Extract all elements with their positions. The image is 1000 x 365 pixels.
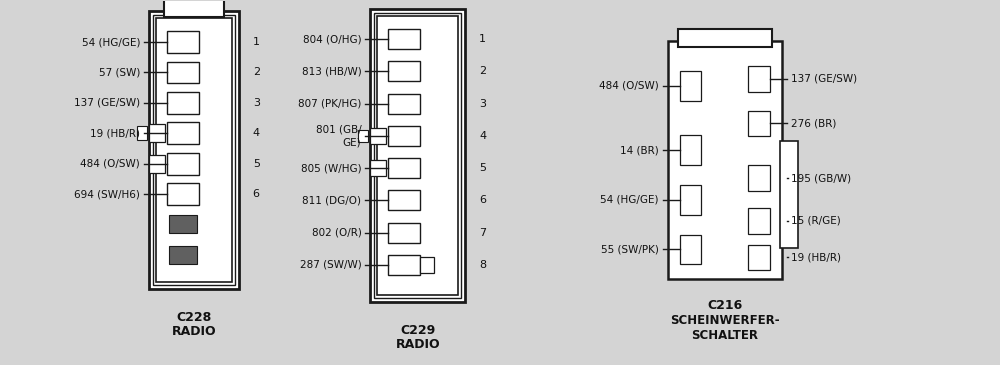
Bar — [370, 128, 386, 144]
Text: 4: 4 — [479, 131, 486, 141]
Text: C228: C228 — [176, 311, 211, 324]
Text: 4: 4 — [253, 128, 260, 138]
Bar — [748, 208, 770, 234]
Text: 802 (O/R): 802 (O/R) — [312, 228, 361, 238]
Bar — [374, 13, 461, 298]
Bar — [377, 16, 458, 295]
Bar — [388, 223, 420, 242]
Bar — [153, 15, 235, 285]
Text: 3: 3 — [253, 98, 260, 108]
Text: 54 (HG/GE): 54 (HG/GE) — [82, 37, 140, 47]
Text: 6: 6 — [253, 189, 260, 199]
Bar — [388, 255, 420, 275]
Text: 54 (HG/GE): 54 (HG/GE) — [600, 195, 659, 205]
Text: 8: 8 — [479, 260, 486, 270]
Text: 287 (SW/W): 287 (SW/W) — [300, 260, 361, 270]
Bar — [388, 126, 420, 146]
Text: 805 (W/HG): 805 (W/HG) — [301, 163, 361, 173]
Bar — [780, 141, 798, 248]
Text: 801 (GB/: 801 (GB/ — [316, 125, 361, 135]
Text: 1: 1 — [479, 34, 486, 44]
Text: 55 (SW/PK): 55 (SW/PK) — [601, 245, 659, 254]
Bar — [748, 165, 770, 191]
Text: 6: 6 — [479, 195, 486, 205]
Text: 137 (GE/SW): 137 (GE/SW) — [74, 98, 140, 108]
Bar — [748, 111, 770, 137]
Text: 5: 5 — [253, 159, 260, 169]
Bar — [388, 94, 420, 114]
Text: 276 (BR): 276 (BR) — [791, 119, 837, 128]
Bar — [137, 126, 147, 140]
Bar — [370, 9, 465, 302]
Bar — [149, 124, 165, 142]
Text: C229: C229 — [400, 324, 435, 337]
Bar — [388, 191, 420, 210]
Text: C216: C216 — [707, 299, 742, 312]
Bar — [169, 246, 197, 264]
Text: 1: 1 — [253, 37, 260, 47]
Text: 137 (GE/SW): 137 (GE/SW) — [791, 74, 857, 84]
Text: 57 (SW): 57 (SW) — [99, 68, 140, 77]
Text: RADIO: RADIO — [172, 325, 216, 338]
Text: 3: 3 — [479, 99, 486, 109]
Text: 811 (DG/O): 811 (DG/O) — [302, 195, 361, 205]
Bar — [149, 11, 239, 289]
Bar — [388, 158, 420, 178]
Bar — [680, 185, 701, 215]
Text: 2: 2 — [253, 68, 260, 77]
Text: 484 (O/SW): 484 (O/SW) — [599, 81, 659, 91]
Text: 807 (PK/HG): 807 (PK/HG) — [298, 99, 361, 109]
Bar — [169, 215, 197, 233]
Bar — [167, 31, 199, 53]
Text: 813 (HB/W): 813 (HB/W) — [302, 66, 361, 76]
Bar — [388, 29, 420, 49]
Bar — [668, 41, 782, 279]
Bar — [167, 183, 199, 205]
Text: 694 (SW/H6): 694 (SW/H6) — [74, 189, 140, 199]
Bar — [149, 155, 165, 173]
Bar — [167, 92, 199, 114]
Text: 2: 2 — [479, 66, 486, 76]
Bar — [420, 257, 434, 273]
Text: 14 (BR): 14 (BR) — [620, 145, 659, 155]
Text: GE): GE) — [343, 138, 361, 148]
Text: 19 (HB/R): 19 (HB/R) — [791, 253, 841, 262]
Bar — [748, 245, 770, 270]
Bar — [167, 62, 199, 83]
Text: 7: 7 — [479, 228, 486, 238]
Bar — [680, 71, 701, 101]
Bar — [680, 235, 701, 264]
Text: 5: 5 — [479, 163, 486, 173]
Text: 195 (GB/W): 195 (GB/W) — [791, 173, 851, 183]
Text: 15 (R/GE): 15 (R/GE) — [791, 216, 841, 226]
Bar — [156, 18, 232, 282]
Bar — [370, 160, 386, 176]
Text: SCHEINWERFER-: SCHEINWERFER- — [670, 314, 780, 327]
Bar — [748, 66, 770, 92]
Bar — [167, 153, 199, 174]
Bar — [680, 135, 701, 165]
Bar — [678, 29, 772, 47]
Text: 19 (HB/R): 19 (HB/R) — [90, 128, 140, 138]
Bar — [358, 130, 368, 142]
Bar — [167, 122, 199, 144]
Text: RADIO: RADIO — [395, 338, 440, 351]
Text: SCHALTER: SCHALTER — [691, 329, 758, 342]
Text: 484 (O/SW): 484 (O/SW) — [80, 159, 140, 169]
Bar — [388, 61, 420, 81]
Bar — [164, 0, 224, 17]
Text: 804 (O/HG): 804 (O/HG) — [303, 34, 361, 44]
